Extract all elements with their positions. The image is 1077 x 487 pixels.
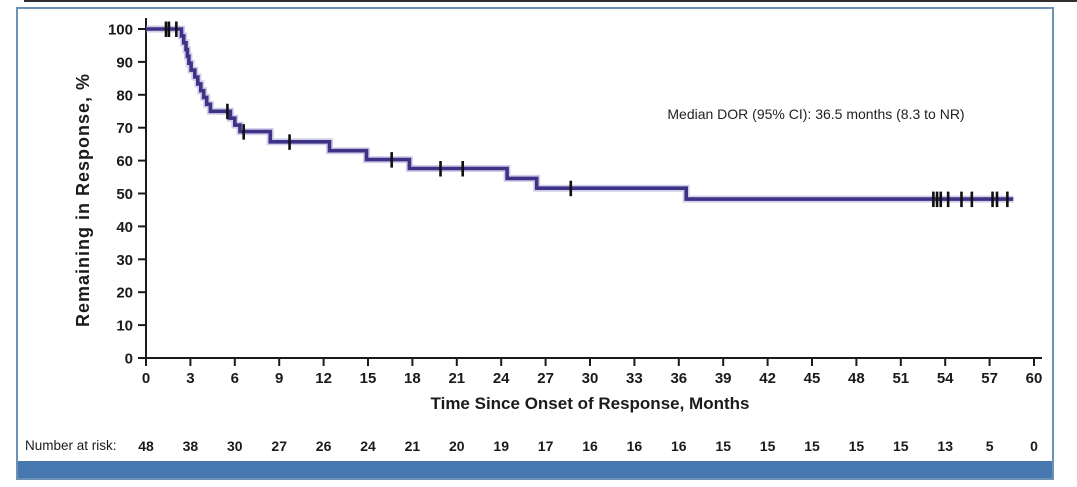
number-at-risk-value: 30 (227, 438, 243, 454)
number-at-risk-value: 15 (849, 438, 865, 454)
y-tick-label: 40 (116, 219, 133, 236)
number-at-risk-value: 38 (183, 438, 199, 454)
number-at-risk-value: 15 (760, 438, 776, 454)
y-tick-label: 70 (116, 120, 133, 137)
x-tick-label: 9 (275, 370, 283, 387)
x-tick-label: 12 (315, 370, 332, 387)
y-tick-label: 20 (116, 285, 133, 302)
y-tick-label: 50 (116, 186, 133, 203)
number-at-risk-value: 21 (405, 438, 421, 454)
number-at-risk-value: 15 (893, 438, 909, 454)
number-at-risk-value: 0 (1030, 438, 1038, 454)
number-at-risk-value: 13 (937, 438, 953, 454)
x-tick-label: 54 (937, 370, 954, 387)
number-at-risk-value: 27 (271, 438, 287, 454)
number-at-risk-value: 17 (538, 438, 554, 454)
number-at-risk-value: 20 (449, 438, 465, 454)
median-dor-annotation: Median DOR (95% CI): 36.5 months (8.3 to… (667, 106, 965, 122)
x-tick-label: 24 (493, 370, 510, 387)
number-at-risk-value: 24 (360, 438, 376, 454)
x-tick-label: 21 (448, 370, 465, 387)
x-tick-label: 0 (142, 370, 150, 387)
number-at-risk-value: 5 (986, 438, 994, 454)
x-tick-label: 36 (670, 370, 687, 387)
x-axis-title: Time Since Onset of Response, Months (430, 394, 750, 413)
number-at-risk-value: 26 (316, 438, 332, 454)
x-tick-label: 27 (537, 370, 554, 387)
top-rule (24, 0, 1077, 2)
x-tick-label: 57 (981, 370, 998, 387)
x-tick-label: 45 (804, 370, 821, 387)
y-tick-label: 0 (125, 351, 133, 368)
number-at-risk-value: 19 (493, 438, 509, 454)
number-at-risk-value: 15 (715, 438, 731, 454)
bottom-accent-bar (18, 461, 1052, 478)
x-tick-label: 15 (360, 370, 377, 387)
y-tick-label: 90 (116, 54, 133, 71)
number-at-risk-value: 48 (138, 438, 154, 454)
y-tick-label: 60 (116, 153, 133, 170)
number-at-risk-value: 16 (627, 438, 643, 454)
x-tick-label: 42 (759, 370, 776, 387)
x-tick-label: 3 (186, 370, 194, 387)
number-at-risk-label: Number at risk: (25, 438, 117, 453)
chart-frame (16, 7, 1054, 480)
number-at-risk-value: 16 (671, 438, 687, 454)
x-tick-label: 51 (892, 370, 909, 387)
y-tick-label: 80 (116, 87, 133, 104)
x-tick-label: 30 (582, 370, 599, 387)
x-tick-label: 39 (715, 370, 732, 387)
y-tick-label: 10 (116, 318, 133, 335)
number-at-risk-value: 15 (804, 438, 820, 454)
x-tick-label: 60 (1026, 370, 1043, 387)
x-tick-label: 33 (626, 370, 643, 387)
number-at-risk-value: 16 (582, 438, 598, 454)
km-curve (146, 27, 1014, 201)
x-tick-label: 6 (231, 370, 239, 387)
y-tick-label: 100 (108, 22, 133, 39)
x-tick-label: 48 (848, 370, 865, 387)
y-tick-label: 30 (116, 252, 133, 269)
x-tick-label: 18 (404, 370, 421, 387)
y-axis-title: Remaining in Response, % (73, 72, 93, 328)
